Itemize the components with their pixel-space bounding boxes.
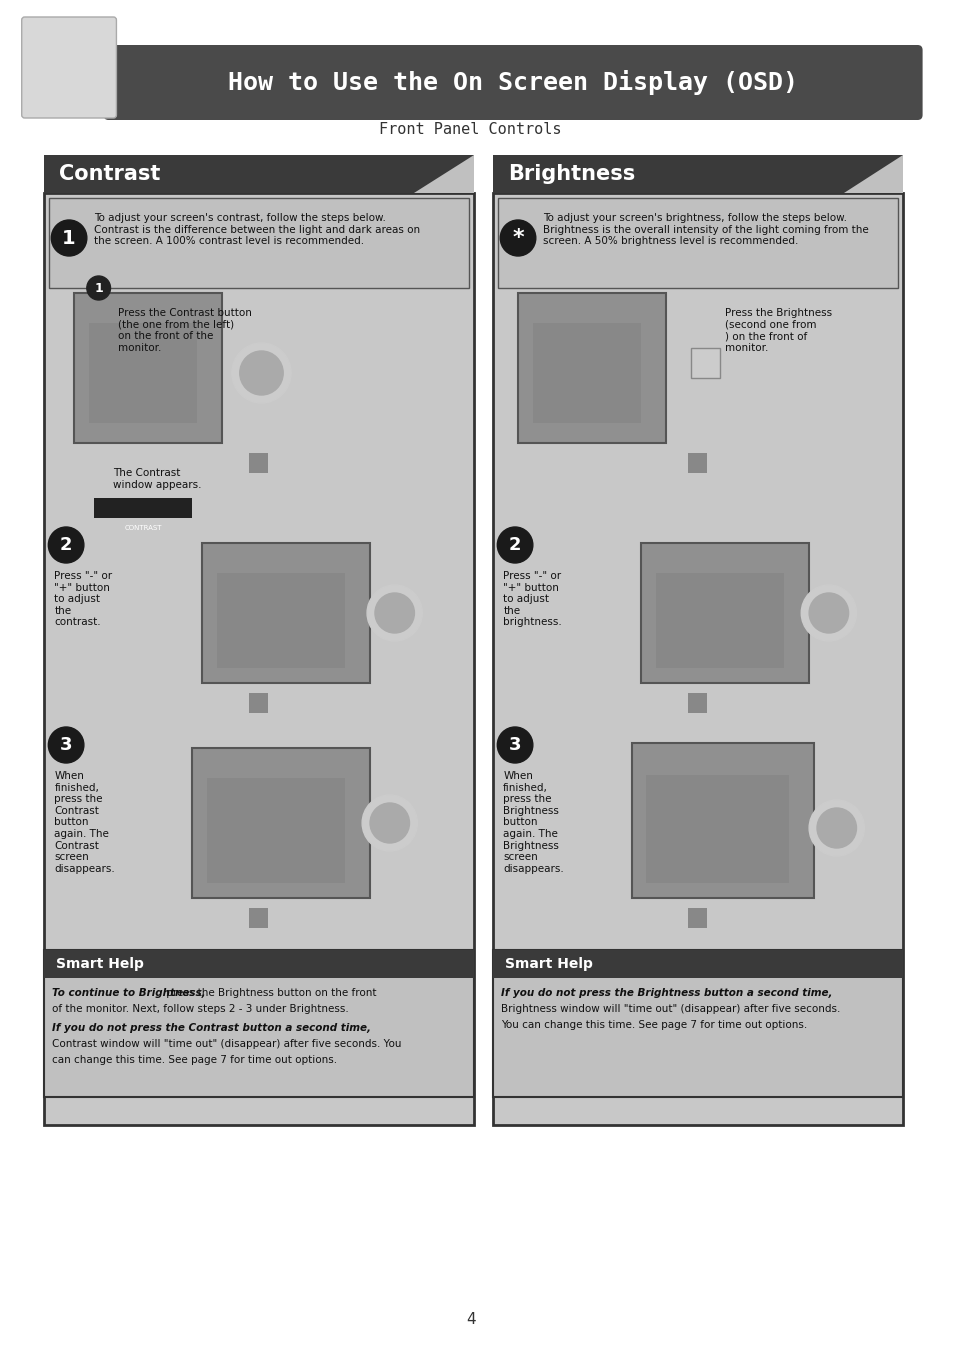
Text: 1: 1 [94, 281, 103, 295]
Text: Press the Brightness
(second one from
) on the front of
monitor.: Press the Brightness (second one from ) … [724, 308, 832, 353]
Bar [207, 778, 345, 884]
Text: Smart Help: Smart Help [505, 957, 593, 971]
Bar [517, 293, 665, 443]
Text: press the Brightness button on the front: press the Brightness button on the front [162, 988, 375, 998]
Text: How to Use the On Screen Display (OSD): How to Use the On Screen Display (OSD) [228, 70, 798, 95]
Circle shape [367, 585, 422, 640]
Bar [74, 293, 222, 443]
Circle shape [51, 220, 87, 255]
Circle shape [808, 800, 863, 857]
Bar [50, 199, 468, 288]
Circle shape [362, 794, 417, 851]
Bar [687, 693, 707, 713]
Bar [74, 293, 222, 443]
Bar [249, 693, 268, 713]
Bar [193, 748, 370, 898]
Text: Brightness: Brightness [508, 163, 635, 184]
Text: Press "-" or
"+" button
to adjust
the
brightness.: Press "-" or "+" button to adjust the br… [503, 571, 561, 627]
Circle shape [87, 276, 111, 300]
Text: To adjust your screen's contrast, follow the steps below.
Contrast is the differ: To adjust your screen's contrast, follow… [93, 213, 419, 246]
Text: Smart Help: Smart Help [56, 957, 144, 971]
Bar [45, 950, 473, 978]
Text: Contrast window will "time out" (disappear) after five seconds. You: Contrast window will "time out" (disappe… [52, 1039, 401, 1048]
Circle shape [370, 802, 409, 843]
Text: Brightness window will "time out" (disappear) after five seconds.: Brightness window will "time out" (disap… [500, 1004, 840, 1015]
Circle shape [808, 593, 848, 634]
Bar [497, 199, 897, 288]
Text: Front Panel Controls: Front Panel Controls [379, 123, 561, 138]
Text: 3: 3 [508, 736, 520, 754]
Bar [517, 293, 665, 443]
Bar [93, 499, 193, 517]
Bar [50, 199, 468, 288]
Bar [645, 775, 788, 884]
Text: 4: 4 [465, 1313, 475, 1328]
Bar [493, 950, 902, 1097]
Text: The Contrast
window appears.: The Contrast window appears. [113, 467, 202, 489]
Circle shape [375, 593, 414, 634]
Bar [193, 748, 370, 898]
Bar [631, 743, 813, 898]
Text: To adjust your screen's brightness, follow the steps below.
Brightness is the ov: To adjust your screen's brightness, foll… [542, 213, 867, 246]
Text: If you do not press the Contrast button a second time,: If you do not press the Contrast button … [52, 1023, 371, 1034]
FancyBboxPatch shape [104, 45, 922, 120]
Text: of the monitor. Next, follow steps 2 - 3 under Brightness.: of the monitor. Next, follow steps 2 - 3… [52, 1004, 349, 1015]
Text: Contrast: Contrast [59, 163, 160, 184]
Text: When
finished,
press the
Contrast
button
again. The
Contrast
screen
disappears.: When finished, press the Contrast button… [54, 771, 115, 874]
Polygon shape [690, 349, 720, 378]
Text: 1: 1 [62, 228, 76, 247]
Text: When
finished,
press the
Brightness
button
again. The
Brightness
screen
disappea: When finished, press the Brightness butt… [503, 771, 563, 874]
Text: Press the Contrast button
(the one from the left)
on the front of the
monitor.: Press the Contrast button (the one from … [118, 308, 252, 353]
Text: If you do not press the Brightness button a second time,: If you do not press the Brightness butto… [500, 988, 832, 998]
Text: 3: 3 [60, 736, 72, 754]
Bar [640, 543, 808, 684]
Circle shape [499, 220, 536, 255]
Bar [45, 950, 473, 1097]
Text: Press "-" or
"+" button
to adjust
the
contrast.: Press "-" or "+" button to adjust the co… [54, 571, 112, 627]
Bar [687, 908, 707, 928]
Circle shape [239, 351, 283, 394]
Text: can change this time. See page 7 for time out options.: can change this time. See page 7 for tim… [52, 1055, 337, 1065]
Bar [202, 543, 370, 684]
Text: 2: 2 [508, 536, 520, 554]
Polygon shape [414, 155, 473, 193]
Bar [631, 743, 813, 898]
Text: *: * [512, 228, 523, 249]
Text: To continue to Brightness,: To continue to Brightness, [52, 988, 206, 998]
Bar [249, 453, 268, 473]
Bar [687, 453, 707, 473]
Bar [640, 543, 808, 684]
Bar [202, 543, 370, 684]
Bar [493, 950, 902, 978]
Bar [89, 323, 197, 423]
Circle shape [497, 527, 533, 563]
Bar [217, 573, 345, 667]
FancyBboxPatch shape [22, 18, 116, 118]
Circle shape [801, 585, 856, 640]
Bar [249, 908, 268, 928]
Bar [533, 323, 640, 423]
Text: 2: 2 [60, 536, 72, 554]
Polygon shape [842, 155, 902, 193]
Text: You can change this time. See page 7 for time out options.: You can change this time. See page 7 for… [500, 1020, 806, 1029]
Circle shape [49, 527, 84, 563]
Bar [45, 155, 473, 193]
Circle shape [816, 808, 856, 848]
Circle shape [497, 727, 533, 763]
Bar [656, 573, 783, 667]
Bar [497, 199, 897, 288]
Bar [493, 193, 902, 1125]
Bar [45, 193, 473, 1125]
Bar [493, 155, 902, 193]
Circle shape [49, 727, 84, 763]
Text: CONTRAST: CONTRAST [124, 526, 162, 531]
Circle shape [232, 343, 291, 403]
